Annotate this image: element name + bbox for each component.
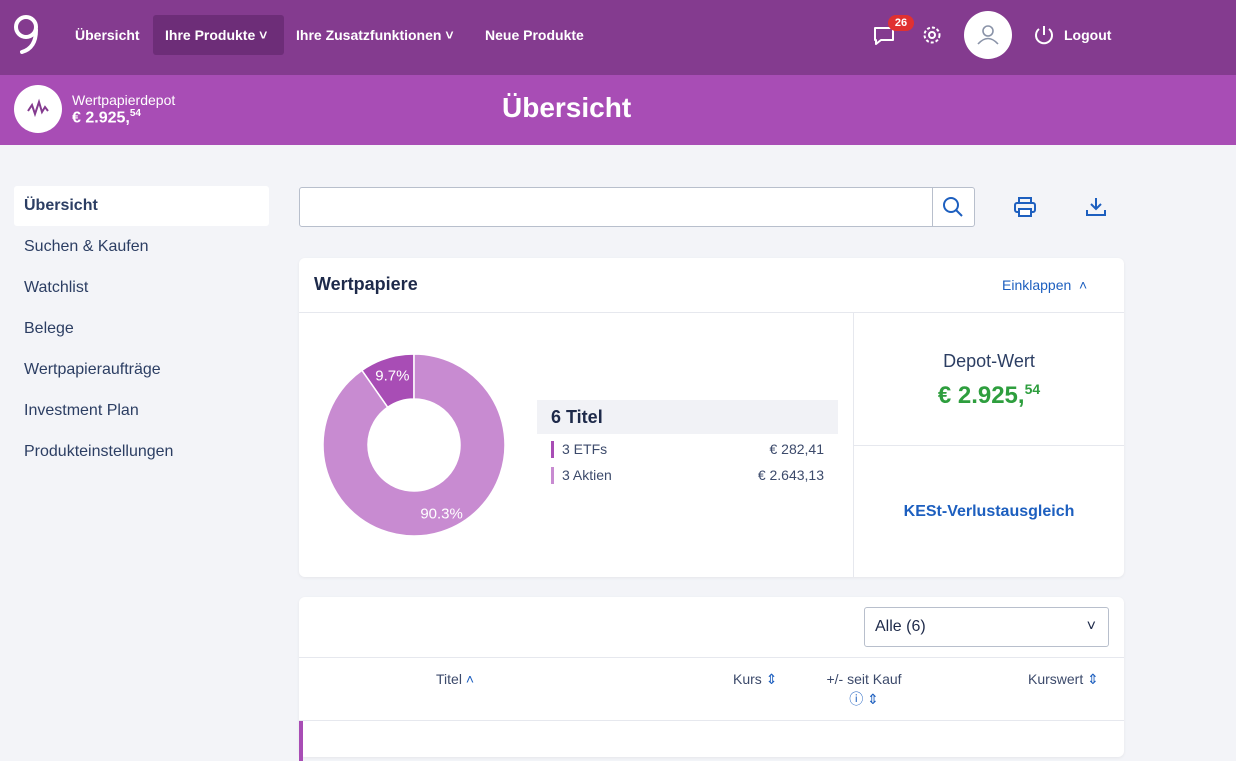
logout[interactable]: Logout [1064,27,1112,43]
depot-cents: 54 [1024,381,1041,397]
sidebar-item[interactable]: Übersicht [14,186,269,226]
collapse[interactable]: Einklappen ˄ [1002,277,1088,293]
row-label: 3 Aktien [562,467,612,483]
chevron: ˅ [1086,618,1096,635]
account-icon [14,85,62,133]
divider [299,720,1124,721]
donut-chart: 9.7% 90.3% [322,353,506,537]
download-icon[interactable] [1085,196,1107,218]
column-header[interactable]: Kurs ⇕ [733,671,778,687]
account-name: Wertpapierdepot [72,92,176,108]
row-value: € 282,41 [769,441,825,457]
top-nav: Übersicht Ihre Produkte ˅ Ihre Zusatzfun… [0,0,1236,75]
logo [14,15,38,54]
sidebar-item[interactable]: Suchen & Kaufen [24,238,149,255]
pulse-icon [27,98,49,118]
securities-card: Wertpapiere Einklappen ˄ 9.7% 90.3% 6 Tit… [299,258,1124,577]
segment-label: 90.3% [420,506,463,523]
divider [299,312,1124,313]
account-balance: € 2.925,54 [72,108,141,127]
donut-segment [322,353,506,537]
collapse-label: Einklappen [1002,277,1072,293]
row-value: € 2.643,13 [757,467,824,483]
search-divider [932,188,933,226]
depot-label: Depot-Wert [943,351,1035,371]
column-label: Kurs [733,671,762,687]
sub-header: Wertpapierdepot € 2.925,54 Übersicht [0,75,1236,145]
print-icon[interactable] [1013,196,1037,218]
nav-item[interactable]: Übersicht [75,27,140,43]
nav-item[interactable]: Ihre Produkte ˅ [153,15,284,55]
table-card: Alle (6) ˅ Titel ˄ Kurs ⇕ +/- seit Kauf ⓘ … [299,597,1124,761]
column-header[interactable]: Titel ˄ [436,671,475,687]
avatar-icon [977,25,999,45]
sidebar-item[interactable]: Wertpapieraufträge [24,361,161,378]
sidebar-item[interactable]: Produkteinstellungen [24,443,174,460]
logout-icon [1035,26,1053,45]
nav-item[interactable]: Neue Produkte [485,27,584,43]
depot-value: € 2.925,54 [854,381,1124,410]
row-accent [299,721,303,761]
sidebar-item[interactable]: Investment Plan [24,402,139,419]
column-header[interactable]: Kurswert ⇕ [1028,671,1099,687]
summary-title: 6 Titel [537,400,838,434]
balance-cents: 54 [129,108,141,119]
balance: € 2.925, [72,109,130,127]
card-title: Wertpapiere [314,274,418,294]
divider [853,313,854,577]
kest-link[interactable]: KESt-Verlustausgleich [903,503,1075,520]
column-label: Kurswert [1028,671,1084,687]
row-label: 3 ETFs [562,441,608,457]
column-header[interactable]: +/- seit Kauf ⓘ ⇕ [826,671,902,707]
nav-label: Ihre Produkte [165,27,256,43]
depot-amount: € 2.925, [937,382,1025,409]
divider [854,445,1124,446]
sidebar-item[interactable]: Belege [24,320,74,337]
page-title: Übersicht [502,92,632,123]
search-icon[interactable] [942,196,964,218]
sidebar-item[interactable]: Watchlist [24,279,89,296]
divider [299,657,1124,658]
nav-label: Ihre Zusatzfunktionen [296,27,442,43]
column-label: Titel [436,671,462,687]
settings-icon[interactable] [920,23,944,47]
row-marker [551,467,554,484]
column-label: +/- seit Kauf [826,671,902,687]
avatar[interactable] [964,11,1012,59]
badge: 26 [888,15,914,31]
filter-label: Alle (6) [875,618,926,635]
segment-label: 9.7% [375,367,409,384]
search[interactable] [299,187,975,227]
nav-item[interactable]: Ihre Zusatzfunktionen ˅ [296,27,454,43]
row-marker [551,441,554,458]
filter-select[interactable]: Alle (6) ˅ [864,607,1109,647]
